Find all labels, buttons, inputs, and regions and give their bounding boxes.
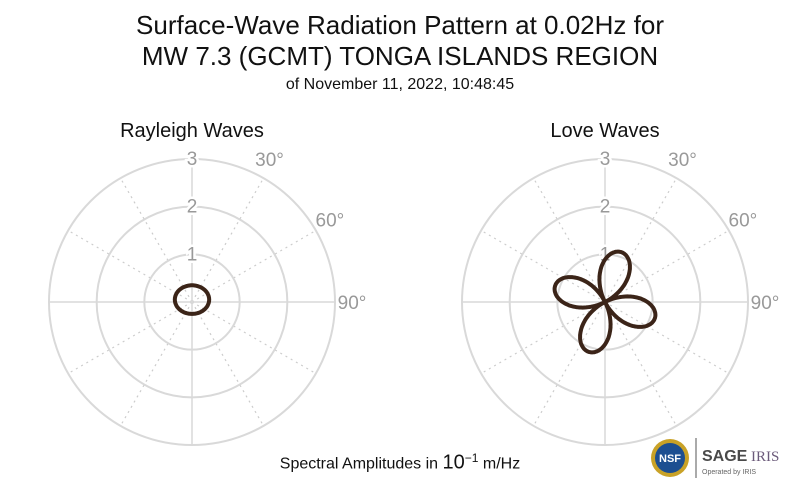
sage-logo-text: SAGE (702, 448, 748, 465)
love-radial-gridline (480, 229, 606, 303)
love-angle-tick-label: 60° (729, 211, 758, 232)
rayleigh-radial-gridline (119, 177, 193, 303)
rayleigh-radial-gridline (119, 301, 193, 427)
love-r-tick-label: 1 (600, 244, 611, 265)
love-panel-title: Love Waves (550, 120, 659, 142)
rayleigh-radial-gridline (67, 301, 193, 375)
love-angle-tick-label: 30° (668, 150, 697, 171)
love-ring (556, 253, 654, 351)
love-radial-gridline (604, 177, 678, 303)
love-r-tick-label: 3 (600, 149, 611, 170)
rayleigh-r-tick-label: 1 (187, 244, 198, 265)
amplitude-units-caption: Spectral Amplitudes in 10−1 m/Hz (0, 451, 800, 474)
rayleigh-ring (143, 253, 241, 351)
units-base: 10 (442, 451, 465, 474)
operated-by-text: Operated by IRIS (702, 469, 756, 476)
chart-subtitle: of November 11, 2022, 10:48:45 (285, 76, 515, 93)
love-angle-tick-label: 90° (751, 293, 780, 314)
iris-logo-text: IRIS (751, 449, 779, 465)
love-r-tick-label: 2 (600, 197, 611, 218)
chart-title-line1: Surface-Wave Radiation Pattern at 0.02Hz… (136, 10, 664, 40)
rayleigh-r-tick-label: 2 (187, 197, 198, 218)
svg-text:NSF: NSF (659, 453, 681, 465)
units-exponent: −1 (464, 451, 479, 465)
love-ring (461, 158, 749, 446)
love-radial-gridline (604, 301, 730, 375)
rayleigh-radial-gridline (67, 229, 193, 303)
units-prefix: Spectral Amplitudes in (279, 455, 443, 473)
rayleigh-panel-title: Rayleigh Waves (120, 120, 264, 142)
love-radiation-pattern (552, 249, 658, 355)
love-radial-gridline (480, 301, 606, 375)
love-ring (508, 205, 702, 399)
chart-title-line2: MW 7.3 (GCMT) TONGA ISLANDS REGION (141, 41, 659, 71)
love-radial-gridline (532, 301, 606, 427)
love-radial-gridline (604, 301, 678, 427)
logos: NSF SAGE IRIS Operated by IRIS (651, 438, 779, 478)
rayleigh-radial-gridline (191, 301, 265, 427)
rayleigh-radiation-pattern (172, 283, 212, 316)
rayleigh-radial-gridline (191, 301, 317, 375)
rayleigh-radial-gridline (191, 229, 317, 303)
rayleigh-ring (95, 205, 289, 399)
rayleigh-angle-tick-label: 60° (316, 211, 345, 232)
rayleigh-angle-tick-label: 90° (338, 293, 367, 314)
rayleigh-radial-gridline (191, 177, 265, 303)
rayleigh-r-tick-label: 3 (187, 149, 198, 170)
rayleigh-angle-tick-label: 30° (255, 150, 284, 171)
rayleigh-ring (48, 158, 336, 446)
love-radial-gridline (604, 229, 730, 303)
units-suffix: m/Hz (478, 455, 521, 473)
love-radial-gridline (532, 177, 606, 303)
nsf-logo: NSF (651, 439, 689, 477)
